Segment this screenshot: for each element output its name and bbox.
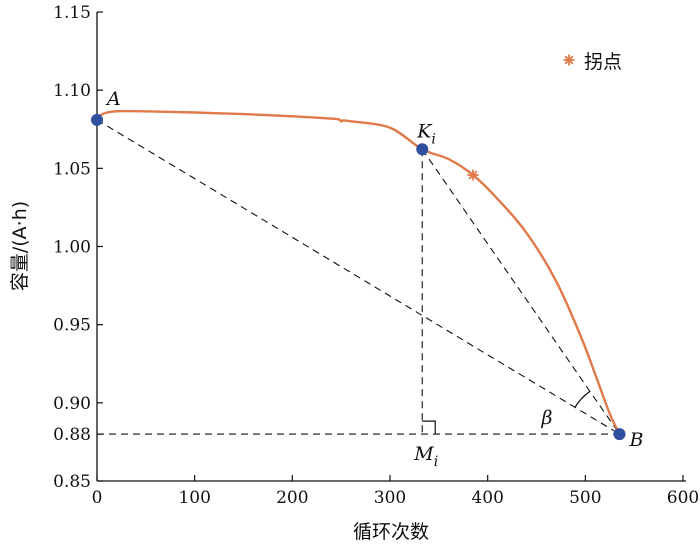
legend-marker-icon (563, 54, 575, 66)
line-a-b (96, 119, 620, 435)
star-stroke (468, 170, 478, 180)
point-label-m: Mi (413, 443, 438, 470)
angle-beta-arc (574, 390, 591, 408)
legend: 拐点 (563, 51, 622, 73)
x-ticks: 0 100 200 300 400 500 600 (92, 475, 699, 508)
y-tick-label: 1.10 (53, 81, 91, 101)
x-tick-label: 600 (667, 488, 699, 508)
point-label-a: A (105, 88, 121, 110)
point-label-b: B (629, 429, 644, 451)
point-labels: A Ki B Mi (105, 88, 644, 470)
point-a (91, 113, 103, 126)
x-tick-label: 300 (374, 488, 406, 508)
right-angle-marker (422, 420, 436, 435)
y-tick-label: 0.90 (53, 394, 91, 414)
capacity-curve (96, 109, 621, 435)
y-ticks: 0.85 0.88 0.90 0.95 1.00 1.05 1.10 1.15 (53, 3, 103, 492)
x-tick-label: 200 (276, 488, 308, 508)
guide-lines: β (96, 119, 620, 435)
point-b (613, 428, 626, 441)
x-tick-label: 400 (471, 488, 503, 508)
legend-label: 拐点 (584, 51, 622, 73)
x-tick-label: 0 (92, 488, 103, 508)
y-tick-label: 1.05 (53, 159, 91, 179)
y-tick-label: 0.85 (53, 472, 91, 492)
y-tick-label: 0.95 (53, 316, 91, 336)
key-points (91, 113, 626, 441)
x-tick-label: 500 (569, 488, 601, 508)
angle-beta-label: β (541, 407, 553, 429)
y-tick-label: 1.00 (53, 238, 91, 258)
x-tick-label: 100 (178, 488, 210, 508)
point-k (416, 143, 429, 156)
point-label-k: Ki (416, 120, 436, 147)
y-axis-title: 容量/(A·h) (9, 201, 31, 291)
y-tick-label: 1.15 (53, 3, 91, 23)
x-axis-title: 循环次数 (353, 521, 429, 543)
inflection-marker (467, 169, 479, 181)
y-tick-label: 0.88 (53, 425, 91, 445)
plot-frame (96, 12, 686, 482)
inflection-star (467, 169, 479, 181)
line-k-b (421, 148, 620, 435)
star-stroke (564, 55, 574, 65)
legend-star (563, 54, 575, 66)
